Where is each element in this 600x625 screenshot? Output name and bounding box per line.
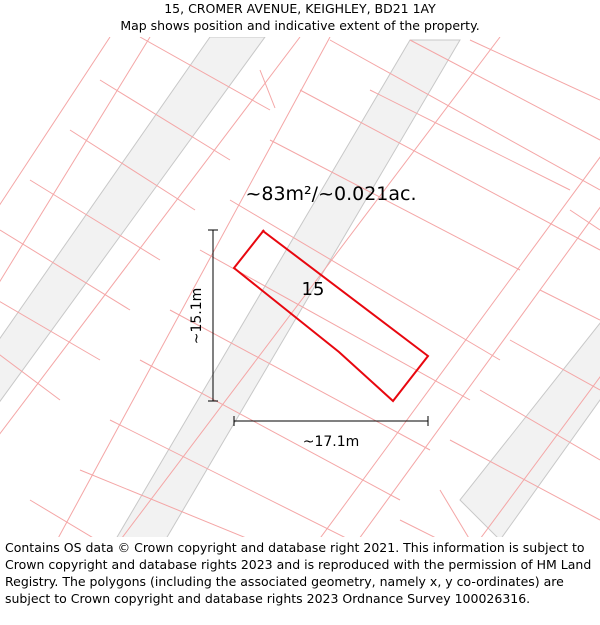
plot-boundary [439, 489, 469, 537]
street-edge [0, 37, 151, 283]
height-measure-label: ~15.1m [189, 288, 205, 345]
street-edge [0, 37, 111, 206]
property-outline[interactable] [232, 229, 430, 403]
plot-boundary [69, 129, 196, 211]
height-dimension [208, 229, 218, 402]
map-svg: ~83m²/~0.021ac. 15 ~15.1m ~17.1m [0, 37, 600, 537]
building-band-middle [116, 39, 461, 537]
street-edge [58, 37, 331, 537]
plot-boundary [79, 469, 246, 537]
plot-boundary [139, 37, 271, 111]
plot-boundary [449, 439, 600, 521]
map-header: 15, CROMER AVENUE, KEIGHLEY, BD21 1AY Ma… [0, 0, 600, 34]
copyright-attribution: Contains OS data © Crown copyright and d… [5, 540, 592, 606]
plot-boundary [29, 179, 161, 261]
map-canvas[interactable]: ~83m²/~0.021ac. 15 ~15.1m ~17.1m [0, 37, 600, 537]
plot-boundary [99, 79, 231, 161]
plot-boundary [369, 89, 571, 191]
area-label: ~83m²/~0.021ac. [245, 183, 416, 205]
plot-boundary [109, 419, 346, 537]
plot-boundary [299, 89, 600, 251]
plot-number-label: 15 [302, 279, 325, 300]
plot-boundary [139, 359, 401, 501]
plot-boundary [29, 499, 93, 537]
building-band-east [459, 322, 600, 537]
plot-boundaries [0, 37, 600, 537]
plot-boundary [229, 199, 501, 361]
property-address: 15, CROMER AVENUE, KEIGHLEY, BD21 1AY [164, 1, 436, 16]
street-edges [0, 37, 600, 537]
map-subtitle: Map shows position and indicative extent… [120, 18, 480, 33]
plot-boundary [0, 229, 131, 311]
plot-boundary [569, 209, 600, 231]
street-edge [122, 37, 501, 537]
building-footprints [0, 37, 600, 537]
plot-boundary [269, 139, 521, 271]
plot-boundary [399, 519, 436, 537]
plot-boundary [539, 289, 600, 321]
street-edge [320, 156, 600, 537]
width-dimension [233, 416, 429, 426]
plot-boundary [509, 339, 600, 391]
plot-boundary [259, 69, 276, 109]
plot-boundary [0, 301, 101, 361]
building-band-west [0, 37, 266, 403]
street-edge [359, 206, 600, 537]
plot-boundary [469, 39, 600, 101]
street-edge [0, 37, 301, 435]
street-edge [480, 376, 600, 537]
plot-boundary [479, 389, 600, 461]
plot-boundary [0, 354, 61, 401]
plot-boundary [409, 39, 600, 141]
plot-boundary [199, 249, 471, 401]
map-footer: Contains OS data © Crown copyright and d… [5, 539, 597, 607]
plot-boundary [329, 39, 600, 191]
width-measure-label: ~17.1m [303, 434, 360, 450]
